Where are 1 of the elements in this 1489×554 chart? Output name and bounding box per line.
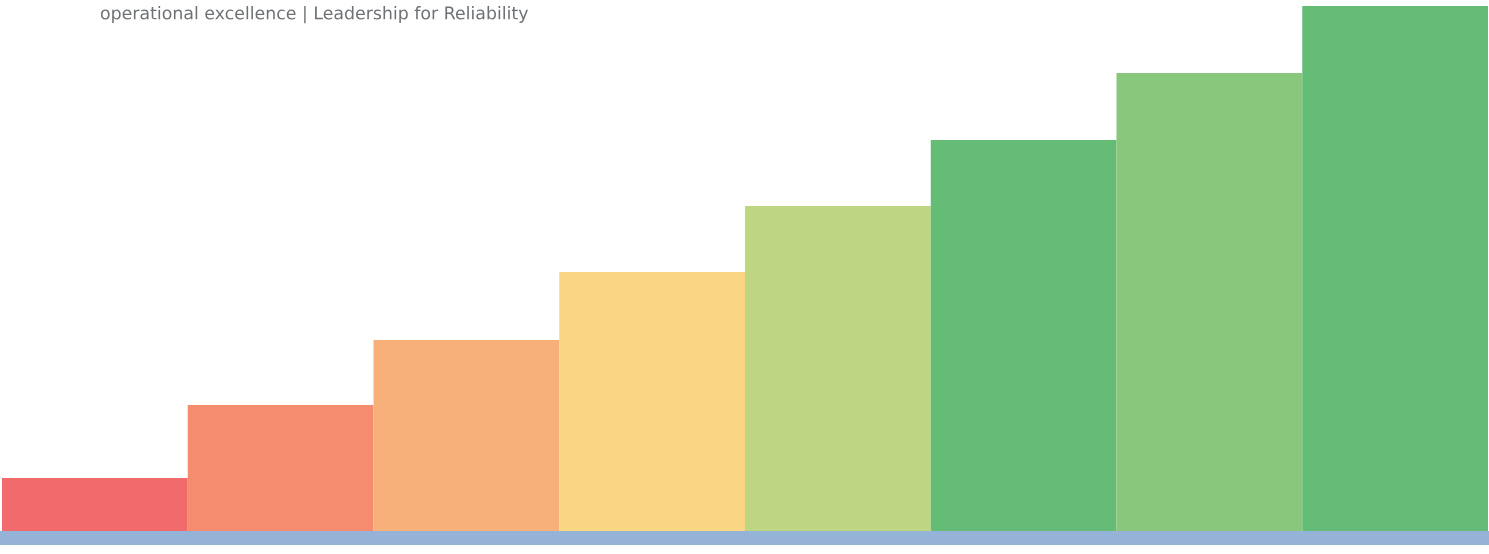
chart-title: operational excellence | Leadership for Reliability [100,6,528,24]
